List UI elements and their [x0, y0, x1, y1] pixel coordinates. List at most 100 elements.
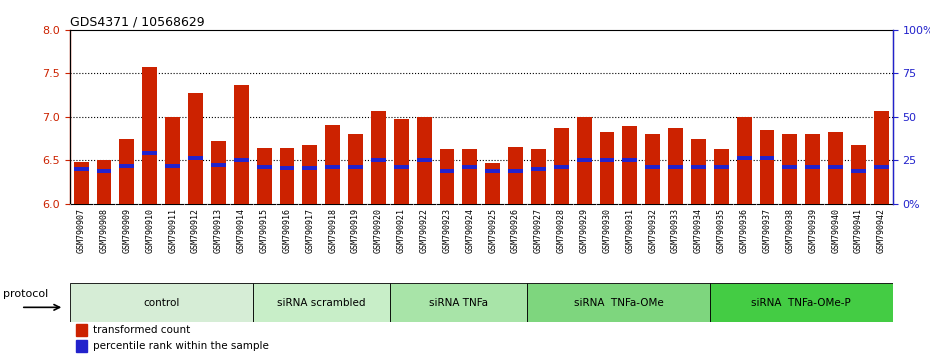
Bar [485, 163, 500, 204]
Text: GSM790939: GSM790939 [808, 207, 817, 252]
Bar [440, 149, 455, 204]
Bar [97, 160, 112, 204]
Bar [874, 165, 889, 169]
Text: GSM790925: GSM790925 [488, 207, 498, 252]
Text: GSM790929: GSM790929 [579, 207, 589, 252]
Text: GSM790924: GSM790924 [465, 207, 474, 252]
Bar [829, 132, 844, 204]
Bar [645, 165, 660, 169]
Bar [188, 156, 203, 160]
Bar [668, 128, 683, 204]
Bar [554, 128, 569, 204]
Bar [760, 130, 775, 204]
Bar [668, 165, 683, 169]
Bar [600, 158, 615, 162]
Bar [531, 149, 546, 204]
Bar [417, 117, 432, 204]
Text: siRNA  TNFa-OMe-P: siRNA TNFa-OMe-P [751, 298, 851, 308]
Text: GSM790916: GSM790916 [283, 207, 291, 252]
Text: GSM790931: GSM790931 [625, 207, 634, 252]
Bar [166, 164, 180, 168]
Text: GSM790940: GSM790940 [831, 207, 840, 252]
Bar [390, 283, 527, 322]
Bar [119, 138, 134, 204]
Bar [393, 119, 408, 204]
Text: control: control [143, 298, 179, 308]
Text: GSM790921: GSM790921 [397, 207, 405, 252]
Bar [737, 117, 751, 204]
Bar [257, 165, 272, 169]
Text: GSM790922: GSM790922 [419, 207, 429, 252]
Text: GDS4371 / 10568629: GDS4371 / 10568629 [70, 16, 205, 29]
Text: GSM790938: GSM790938 [786, 207, 794, 252]
Text: GSM790935: GSM790935 [717, 207, 725, 252]
Bar [782, 165, 797, 169]
Text: GSM790920: GSM790920 [374, 207, 383, 252]
Text: GSM790941: GSM790941 [854, 207, 863, 252]
Bar [645, 134, 660, 204]
Bar [119, 164, 134, 168]
Bar [554, 165, 569, 169]
Bar [782, 134, 797, 204]
Bar [76, 340, 87, 353]
Bar [874, 111, 889, 204]
Bar [714, 149, 729, 204]
Bar [70, 283, 253, 322]
Bar [485, 169, 500, 172]
Bar [805, 165, 820, 169]
Bar [622, 158, 637, 162]
Text: GSM790915: GSM790915 [259, 207, 269, 252]
Bar [737, 156, 751, 160]
Bar [211, 164, 226, 167]
Bar [691, 138, 706, 204]
Bar [211, 141, 226, 204]
Text: GSM790923: GSM790923 [443, 207, 451, 252]
Bar [73, 162, 88, 204]
Text: GSM790942: GSM790942 [877, 207, 886, 252]
Text: GSM790919: GSM790919 [351, 207, 360, 252]
Text: GSM790932: GSM790932 [648, 207, 658, 252]
Bar [76, 324, 87, 336]
Bar [233, 85, 248, 204]
Text: GSM790907: GSM790907 [76, 207, 86, 252]
Text: GSM790911: GSM790911 [168, 207, 177, 252]
Text: GSM790910: GSM790910 [145, 207, 154, 252]
Bar [622, 126, 637, 204]
Text: protocol: protocol [4, 289, 48, 299]
Bar [760, 156, 775, 160]
Bar [257, 148, 272, 204]
Bar [805, 134, 820, 204]
Text: GSM790926: GSM790926 [512, 207, 520, 252]
Bar [280, 166, 295, 170]
Bar [142, 151, 157, 155]
Text: GSM790917: GSM790917 [305, 207, 314, 252]
Text: GSM790927: GSM790927 [534, 207, 543, 252]
Text: GSM790930: GSM790930 [603, 207, 612, 252]
Bar [253, 283, 390, 322]
Bar [302, 166, 317, 170]
Text: GSM790918: GSM790918 [328, 207, 338, 252]
Bar [829, 165, 844, 169]
Bar [73, 167, 88, 171]
Bar [710, 283, 893, 322]
Text: transformed count: transformed count [93, 325, 190, 336]
Bar [508, 147, 523, 204]
Text: GSM790937: GSM790937 [763, 207, 772, 252]
Bar [691, 165, 706, 169]
Text: siRNA  TNFa-OMe: siRNA TNFa-OMe [574, 298, 663, 308]
Bar [371, 111, 386, 204]
Bar [462, 165, 477, 169]
Bar [233, 158, 248, 162]
Bar [508, 169, 523, 172]
Text: GSM790908: GSM790908 [100, 207, 109, 252]
Text: siRNA TNFa: siRNA TNFa [429, 298, 488, 308]
Text: percentile rank within the sample: percentile rank within the sample [93, 341, 269, 352]
Text: GSM790934: GSM790934 [694, 207, 703, 252]
Text: GSM790928: GSM790928 [557, 207, 565, 252]
Text: GSM790912: GSM790912 [191, 207, 200, 252]
Bar [302, 144, 317, 204]
Bar [371, 158, 386, 162]
Bar [714, 165, 729, 169]
Text: siRNA scrambled: siRNA scrambled [277, 298, 365, 308]
Text: GSM790936: GSM790936 [739, 207, 749, 252]
